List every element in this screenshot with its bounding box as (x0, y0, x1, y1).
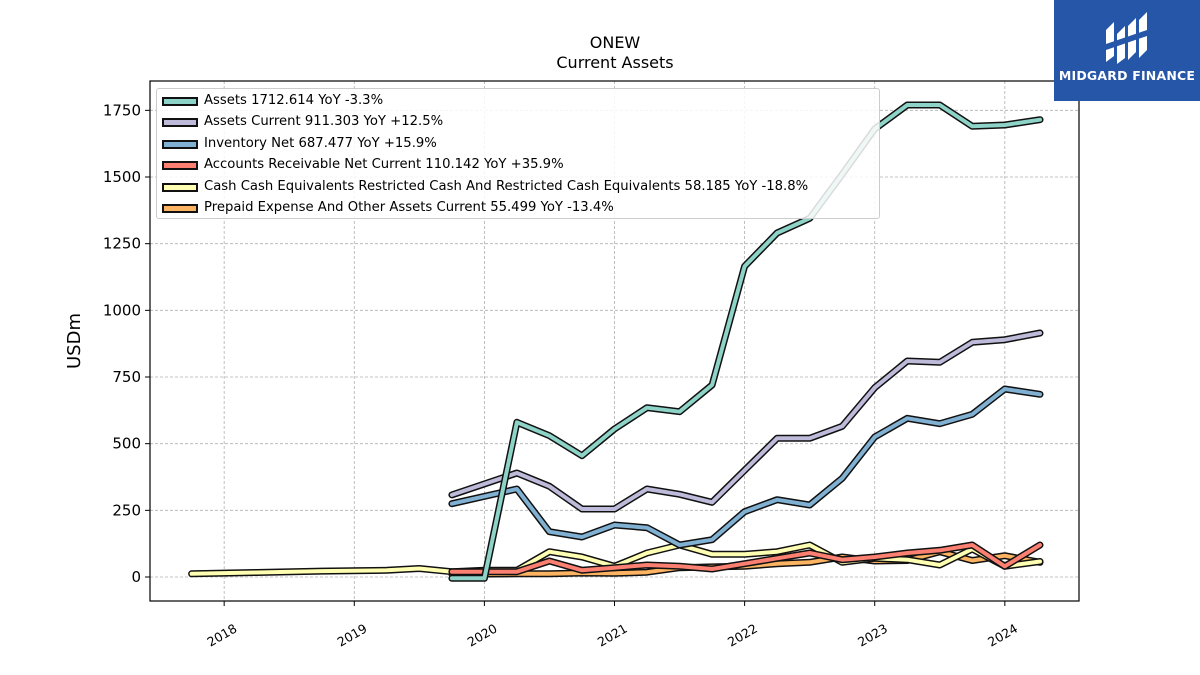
series-line (449, 543, 1042, 574)
y-tick-label: 750 (112, 368, 141, 386)
legend-item: Cash Cash Equivalents Restricted Cash An… (157, 178, 879, 199)
legend-label: Cash Cash Equivalents Restricted Cash An… (204, 178, 809, 194)
logo: MIDGARD FINANCE (1054, 0, 1200, 101)
legend-label: Accounts Receivable Net Current 110.142 … (204, 157, 564, 173)
x-tick-label: 2019 (335, 621, 370, 650)
series-line (189, 543, 1042, 576)
series-line (449, 387, 1042, 547)
legend: Assets 1712.614 YoY -3.3% Assets Current … (156, 88, 880, 219)
y-axis-label: USDm (64, 313, 85, 369)
series-line (449, 103, 1042, 581)
y-tick-label: 0 (131, 568, 141, 586)
series-line (449, 549, 1042, 577)
legend-label: Prepaid Expense And Other Assets Current… (204, 199, 614, 215)
legend-swatch (162, 97, 198, 106)
legend-item: Accounts Receivable Net Current 110.142 … (157, 156, 879, 177)
y-tick-label: 250 (112, 501, 141, 519)
legend-item: Prepaid Expense And Other Assets Current… (157, 199, 879, 220)
y-tick-label: 1000 (103, 301, 141, 319)
y-tick-label: 500 (112, 435, 141, 453)
legend-label: Assets 1712.614 YoY -3.3% (204, 93, 384, 108)
legend-label: Assets Current 911.303 YoY +12.5% (204, 114, 444, 130)
x-tick-label: 2023 (855, 621, 890, 650)
legend-swatch (162, 139, 198, 149)
y-tick-label: 1250 (103, 235, 141, 253)
y-tick-label: 1750 (103, 101, 141, 119)
legend-item: Assets 1712.614 YoY -3.3% (157, 92, 879, 113)
x-tick-label: 2021 (595, 621, 630, 650)
legend-item: Inventory Net 687.477 YoY +15.9% (157, 135, 879, 156)
x-tick-label: 2018 (204, 621, 239, 650)
series-line (449, 331, 1042, 511)
y-tick-label: 1500 (103, 168, 141, 186)
x-tick-label: 2024 (985, 621, 1020, 650)
legend-item: Assets Current 911.303 YoY +12.5% (157, 113, 879, 134)
legend-label: Inventory Net 687.477 YoY +15.9% (204, 135, 437, 151)
x-tick-label: 2022 (725, 621, 760, 650)
logo-text: MIDGARD FINANCE (1058, 68, 1196, 83)
legend-swatch (162, 161, 198, 171)
legend-swatch (162, 118, 198, 128)
chart-title: ONEW (589, 33, 641, 52)
x-tick-label: 2020 (465, 621, 500, 650)
chart-subtitle: Current Assets (556, 53, 674, 72)
midgard-logo-icon (1106, 12, 1147, 64)
legend-swatch (162, 182, 198, 192)
legend-swatch (162, 203, 198, 213)
